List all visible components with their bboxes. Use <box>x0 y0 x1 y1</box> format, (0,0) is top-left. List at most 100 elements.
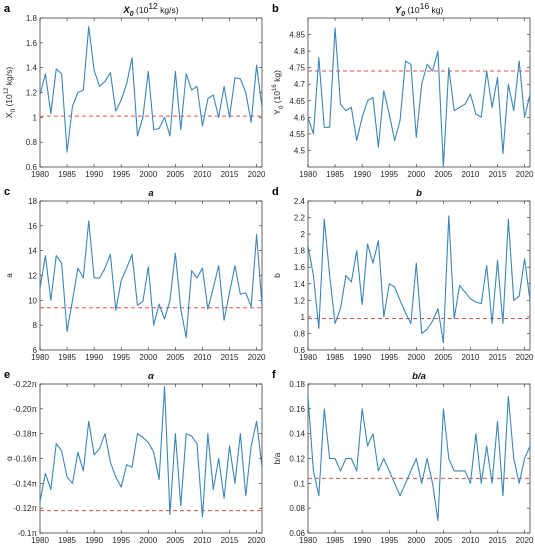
y-tick-label: 4.65 <box>289 97 305 106</box>
x-tick-label: 1990 <box>353 353 371 362</box>
y-tick-label: 8 <box>33 321 38 330</box>
y-tick-label: 1.2 <box>294 296 306 305</box>
panel-a: 1980 1985 1990 1995 2000 2005 2010 2015 2020 0.6 0… <box>4 1 266 179</box>
x-tick-label: 1985 <box>58 353 76 362</box>
x-tick-label: 1985 <box>58 536 76 545</box>
x-tick-label: 2000 <box>139 170 157 179</box>
x-tick-label: 2005 <box>166 353 184 362</box>
y-tick-label: 1.6 <box>294 263 306 272</box>
y-tick-label: -0.20π <box>13 405 37 414</box>
y-tick-label: 0.6 <box>26 163 38 172</box>
y-tick-label: 4.7 <box>294 80 306 89</box>
panel-letter: d <box>272 186 279 198</box>
y-tick-label: -0.12π <box>13 504 37 513</box>
series-line <box>39 220 263 339</box>
series-line <box>307 27 531 168</box>
panel-letter: f <box>272 369 276 381</box>
y-tick-label: 0.16 <box>289 405 305 414</box>
panel-letter: c <box>4 186 10 198</box>
series-line <box>39 385 263 518</box>
x-tick-label: 2000 <box>139 536 157 545</box>
chart-title: b <box>416 188 422 199</box>
y-tick-label: 1.2 <box>26 89 38 98</box>
y-tick-label: 4.75 <box>289 64 305 73</box>
x-tick-label: 1995 <box>380 170 398 179</box>
chart-title: X0 (1012 kg/s) <box>122 1 178 18</box>
y-axis-label: X0 (1012 kg/s) <box>4 67 17 119</box>
y-tick-label: 6 <box>33 346 38 355</box>
y-tick-label: 0.1 <box>294 479 306 488</box>
x-tick-label: 2015 <box>489 170 507 179</box>
x-tick-label: 2005 <box>166 536 184 545</box>
y-tick-label: 2.2 <box>294 214 306 223</box>
y-tick-label: 10 <box>28 296 37 305</box>
y-tick-label: -0.18π <box>13 430 37 439</box>
y-tick-label: 18 <box>28 197 37 206</box>
chart-title: Y0 (1016 kg) <box>395 1 444 18</box>
x-tick-label: 2020 <box>516 353 534 362</box>
y-tick-label: 2.4 <box>294 197 306 206</box>
y-tick-label: 2 <box>301 230 306 239</box>
plot-frame <box>307 17 531 168</box>
x-tick-label: 2020 <box>516 170 534 179</box>
x-tick-label: 1995 <box>112 353 130 362</box>
y-tick-label: 12 <box>28 272 37 281</box>
x-tick-label: 2015 <box>221 353 239 362</box>
y-tick-label: 1.6 <box>26 39 38 48</box>
x-tick-label: 1990 <box>353 536 371 545</box>
panel-b: 1980 1985 1990 1995 2000 2005 2010 2015 2020 4.5 4… <box>272 1 534 179</box>
x-tick-label: 1990 <box>85 170 103 179</box>
y-tick-label: 1.4 <box>26 64 38 73</box>
x-tick-label: 1990 <box>353 170 371 179</box>
y-axis-label: Y0 (1016 kg) <box>272 70 285 115</box>
x-tick-label: 2010 <box>462 170 480 179</box>
x-tick-label: 2020 <box>248 170 266 179</box>
x-tick-label: 2000 <box>407 536 425 545</box>
panel-c: 1980 1985 1990 1995 2000 2005 2010 2015 2020 6 8 10… <box>4 186 266 362</box>
x-tick-label: 2000 <box>139 353 157 362</box>
chart-title: α <box>148 371 155 382</box>
y-tick-label: 14 <box>28 247 37 256</box>
x-tick-label: 1980 <box>299 536 317 545</box>
y-tick-label: -0.14π <box>13 479 37 488</box>
x-tick-label: 1995 <box>380 353 398 362</box>
y-tick-label: 0.06 <box>289 529 305 538</box>
y-tick-label: 4.6 <box>294 113 306 122</box>
y-tick-label: 0.14 <box>289 430 305 439</box>
x-tick-label: 2000 <box>407 170 425 179</box>
x-tick-label: 2005 <box>434 536 452 545</box>
x-tick-label: 1985 <box>326 353 344 362</box>
plot-frame <box>307 383 531 534</box>
series-line <box>307 395 531 522</box>
y-tick-label: 0.08 <box>289 504 305 513</box>
x-tick-label: 2015 <box>489 353 507 362</box>
y-axis-label: b/a <box>272 452 282 464</box>
panel-letter: e <box>4 369 10 381</box>
y-tick-label: 0.8 <box>294 329 306 338</box>
x-tick-label: 2020 <box>516 536 534 545</box>
y-tick-label: 1 <box>33 113 38 122</box>
x-tick-label: 1980 <box>299 353 317 362</box>
y-tick-label: 16 <box>28 222 37 231</box>
chart-title: b/a <box>412 371 426 382</box>
y-tick-label: -0.22π <box>13 380 37 389</box>
y-tick-label: 1.8 <box>26 14 38 23</box>
x-tick-label: 2015 <box>221 536 239 545</box>
series-line <box>307 215 531 344</box>
x-tick-label: 1995 <box>380 536 398 545</box>
y-tick-label: 1.8 <box>294 247 306 256</box>
x-tick-label: 1980 <box>31 353 49 362</box>
series-line <box>39 26 263 153</box>
x-tick-label: 2010 <box>194 353 212 362</box>
x-tick-label: 1985 <box>326 170 344 179</box>
y-tick-label: 4.85 <box>289 31 305 40</box>
x-tick-label: 2005 <box>166 170 184 179</box>
y-axis-label: b <box>272 273 282 278</box>
y-tick-label: -0.16π <box>13 455 37 464</box>
panel-letter: a <box>4 3 11 15</box>
chart-title: a <box>148 188 153 199</box>
plot-frame <box>39 17 263 168</box>
y-tick-label: 4.55 <box>289 130 305 139</box>
panel-f: 1980 1985 1990 1995 2000 2005 2010 2015 2020 0.06… <box>272 369 534 545</box>
